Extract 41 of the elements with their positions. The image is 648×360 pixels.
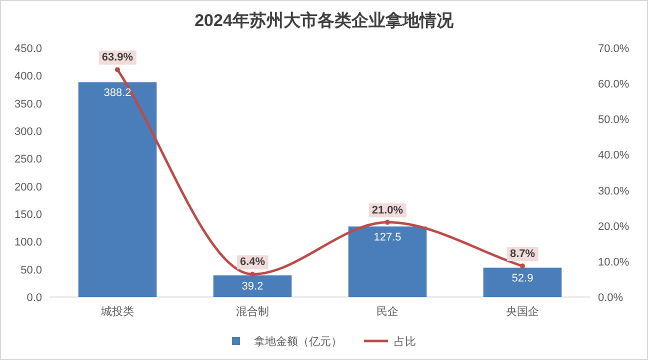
point (520, 264, 525, 269)
bar (213, 275, 292, 297)
data-label: 8.7% (510, 248, 536, 260)
point (250, 272, 255, 277)
point (385, 220, 390, 225)
data-label: 6.4% (240, 256, 266, 268)
data-label: 39.2 (242, 280, 264, 292)
data-label: 127.5 (374, 231, 402, 244)
x-tick-label: 民企 (376, 306, 398, 318)
y-tick-label: 50.0 (20, 264, 42, 276)
y2-tick-label: 10.0% (598, 256, 630, 268)
y2-tick-label: 0.0% (598, 292, 624, 304)
y-tick-label: 250.0 (14, 154, 42, 166)
y-tick-label: 400.0 (14, 70, 42, 83)
y-tick-label: 200.0 (14, 181, 42, 194)
y2-tick-label: 60.0% (598, 78, 630, 91)
y2-tick-label: 40.0% (598, 150, 630, 162)
legend-label: 占比 (394, 335, 416, 348)
point (115, 67, 120, 72)
y-tick-label: 300.0 (14, 126, 42, 138)
x-tick-label: 混合制 (236, 305, 269, 318)
bar (78, 82, 157, 297)
y2-tick-label: 30.0% (598, 185, 630, 198)
data-label: 63.9% (102, 52, 134, 64)
y-tick-label: 150.0 (14, 209, 42, 221)
y2-tick-label: 20.0% (598, 220, 630, 233)
y-tick-label: 450.0 (14, 43, 42, 55)
y2-tick-label: 50.0% (598, 114, 630, 126)
bar (483, 268, 562, 297)
bar (348, 226, 427, 297)
data-label: 52.9 (512, 272, 534, 285)
legend-label: 拿地金额（亿元） (254, 335, 342, 348)
y-tick-label: 350.0 (14, 98, 42, 110)
data-label: 388.2 (104, 87, 132, 100)
y-tick-label: 0.0 (26, 292, 42, 304)
y-tick-label: 100.0 (14, 236, 42, 249)
x-tick-label: 央国企 (506, 305, 539, 318)
data-label: 21.0% (372, 204, 404, 216)
x-tick-label: 城投类 (100, 305, 134, 318)
chart-title: 2024年苏州大市各类企业拿地情况 (194, 11, 454, 30)
y2-tick-label: 70.0% (598, 43, 630, 55)
